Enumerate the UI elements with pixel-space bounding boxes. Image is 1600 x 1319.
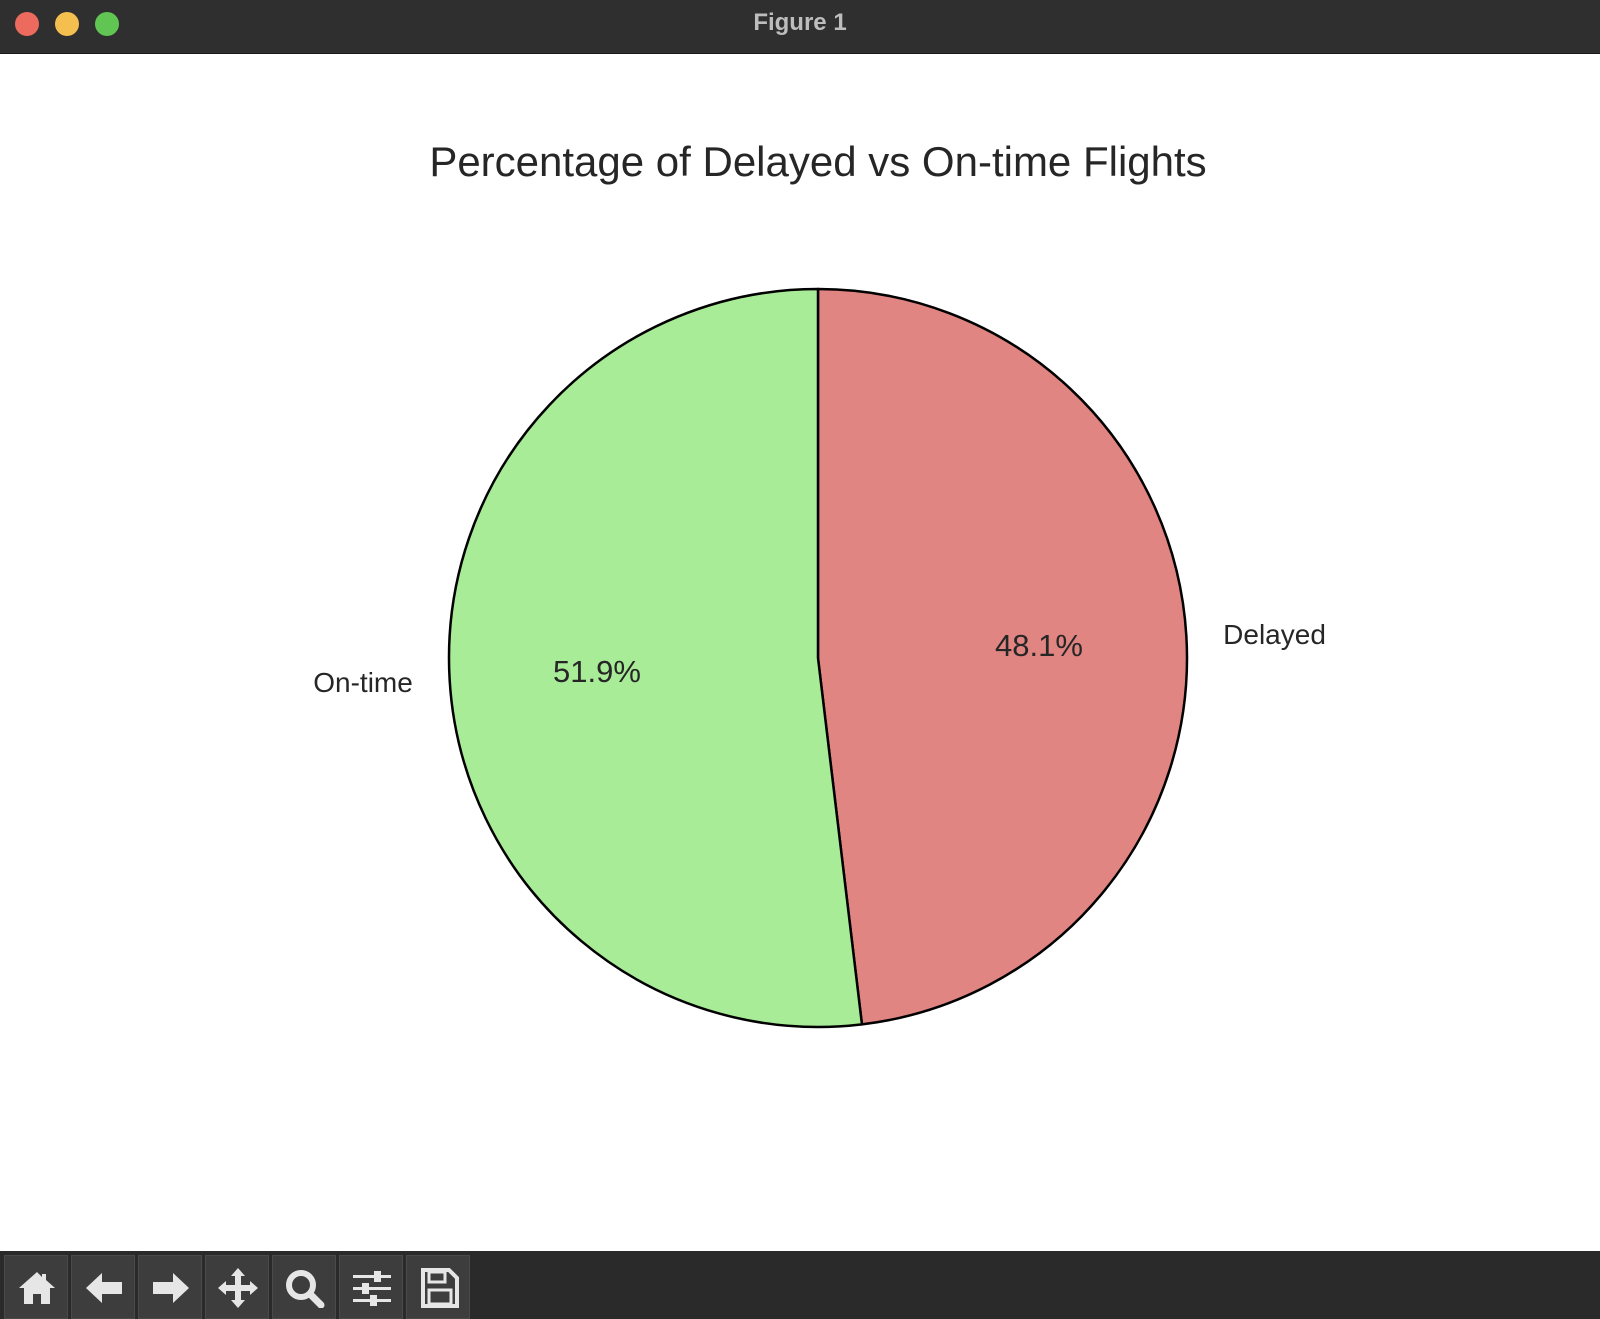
magnifier-icon: [286, 1270, 325, 1308]
slice-label-on-time: On-time: [313, 667, 413, 698]
save-button[interactable]: [406, 1255, 470, 1319]
pie-slice-delayed: [816, 287, 1189, 1026]
pie-slice-on-time: [447, 287, 864, 1029]
arrow-left-icon: [86, 1273, 122, 1303]
navigation-toolbar: [0, 1251, 1600, 1319]
floppy-disk-icon: [421, 1268, 459, 1308]
pan-button[interactable]: [205, 1255, 269, 1319]
zoom-button[interactable]: [272, 1255, 336, 1319]
window-title: Figure 1: [753, 9, 847, 36]
figure-canvas: Percentage of Delayed vs On-time Flights…: [0, 54, 1600, 1251]
slice-label-delayed: Delayed: [1223, 619, 1326, 650]
back-button[interactable]: [71, 1255, 135, 1319]
sliders-icon: [353, 1271, 391, 1306]
title-bar: Figure 1: [0, 0, 1600, 54]
minimize-window-button[interactable]: [55, 12, 79, 36]
forward-button[interactable]: [138, 1255, 202, 1319]
move-icon: [218, 1268, 258, 1308]
home-button[interactable]: [4, 1255, 68, 1319]
pct-label-on-time: 51.9%: [553, 654, 641, 689]
pie-chart: Percentage of Delayed vs On-time Flights…: [313, 138, 1326, 1029]
close-window-button[interactable]: [15, 12, 39, 36]
zoom-window-button[interactable]: [95, 12, 119, 36]
home-icon: [19, 1272, 55, 1304]
chart-title: Percentage of Delayed vs On-time Flights: [429, 138, 1206, 185]
configure-subplots-button[interactable]: [339, 1255, 403, 1319]
pct-label-delayed: 48.1%: [995, 628, 1083, 663]
arrow-right-icon: [153, 1273, 189, 1303]
